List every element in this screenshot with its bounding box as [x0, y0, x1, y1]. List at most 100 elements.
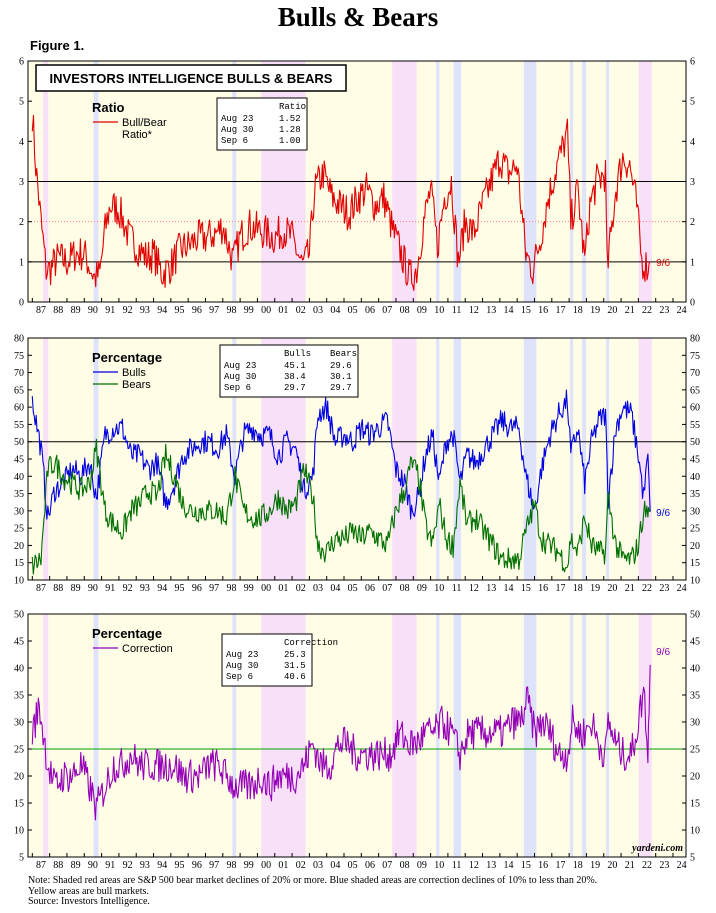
x-tick-label: 89: [71, 583, 81, 594]
value-table-box: [216, 97, 308, 151]
y-tick-label: 5: [690, 853, 695, 864]
footnote: Note: Shaded red areas are S&P 500 bear …: [28, 875, 708, 908]
banner: INVESTORS INTELLIGENCE BULLS & BEARS: [35, 64, 347, 92]
footnote-line: Source: Investors Intelligence.: [28, 896, 150, 907]
x-tick-label: 02: [296, 583, 306, 594]
correction-shade: [93, 338, 99, 580]
table-header: Correction: [284, 638, 338, 648]
y-tick-label: 45: [690, 637, 700, 648]
y-tick-label: 40: [14, 472, 24, 483]
y-tick-label: 55: [690, 420, 700, 431]
x-tick-label: 99: [244, 583, 254, 594]
x-tick-label: 91: [105, 583, 115, 594]
table-cell: 29.6: [330, 361, 352, 371]
x-tick-label: 21: [625, 305, 635, 316]
x-tick-label: 10: [434, 305, 444, 316]
x-tick-label: 93: [140, 305, 150, 316]
x-tick-label: 14: [504, 305, 514, 316]
legend-label: Bull/Bear: [122, 117, 167, 129]
y-tick-label: 10: [14, 576, 24, 587]
page-title: Bulls & Bears: [277, 2, 439, 32]
bear-market-shade: [43, 614, 49, 857]
y-tick-label: 45: [14, 637, 24, 648]
x-tick-label: 00: [261, 305, 271, 316]
x-tick-label: 92: [123, 305, 133, 316]
end-date-label: 9/6: [656, 508, 670, 519]
y-tick-label: 15: [14, 558, 24, 569]
x-tick-label: 03: [313, 305, 323, 316]
x-tick-label: 19: [590, 860, 600, 871]
x-tick-label: 89: [71, 860, 81, 871]
correction-shade: [93, 614, 99, 857]
table-cell: 30.1: [330, 372, 352, 382]
x-tick-label: 23: [659, 583, 669, 594]
x-tick-label: 11: [452, 305, 462, 316]
y-tick-label: 60: [14, 403, 24, 414]
x-tick-label: 90: [88, 583, 98, 594]
correction-shade: [570, 338, 574, 580]
x-tick-label: 01: [278, 305, 288, 316]
y-tick-label: 2: [19, 217, 24, 228]
x-tick-label: 96: [192, 860, 202, 871]
table-cell: 1.52: [279, 114, 301, 124]
x-tick-label: 16: [538, 860, 548, 871]
x-tick-label: 10: [434, 860, 444, 871]
x-tick-label: 10: [434, 583, 444, 594]
y-tick-label: 40: [14, 664, 24, 675]
table-header: Bulls: [284, 349, 311, 359]
y-tick-label: 0: [690, 298, 695, 309]
y-tick-label: 15: [690, 558, 700, 569]
y-tick-label: 20: [14, 541, 24, 552]
x-tick-label: 07: [382, 583, 392, 594]
y-tick-label: 2: [690, 217, 695, 228]
table-cell: 29.7: [284, 383, 306, 393]
y-tick-label: 60: [690, 403, 700, 414]
x-tick-label: 95: [175, 860, 185, 871]
end-date-label: 9/6: [656, 258, 670, 269]
x-tick-label: 94: [157, 305, 167, 316]
x-tick-label: 11: [452, 583, 462, 594]
x-tick-label: 19: [590, 305, 600, 316]
x-tick-label: 06: [365, 305, 375, 316]
x-tick-label: 22: [642, 860, 652, 871]
correction-shade: [606, 338, 610, 580]
x-tick-label: 08: [400, 583, 410, 594]
table-cell: Sep 6: [226, 672, 253, 682]
y-tick-label: 6: [19, 57, 24, 68]
x-tick-label: 92: [123, 860, 133, 871]
x-tick-label: 88: [53, 305, 63, 316]
x-tick-label: 05: [348, 583, 358, 594]
correction-shade: [523, 614, 537, 857]
y-tick-label: 30: [690, 506, 700, 517]
table-cell: Aug 30: [224, 372, 256, 382]
table-cell: 25.3: [284, 650, 306, 660]
x-tick-label: 94: [157, 583, 167, 594]
y-tick-label: 45: [14, 455, 24, 466]
x-tick-label: 13: [486, 305, 496, 316]
x-tick-label: 02: [296, 860, 306, 871]
series-line-bulls: [31, 389, 651, 520]
x-tick-label: 17: [555, 860, 565, 871]
y-tick-label: 3: [690, 177, 695, 188]
x-tick-label: 13: [486, 860, 496, 871]
x-tick-label: 87: [36, 305, 46, 316]
x-tick-label: 02: [296, 305, 306, 316]
x-tick-label: 12: [469, 860, 479, 871]
table-cell: 1.00: [279, 136, 301, 146]
table-header: Ratio: [279, 102, 306, 112]
y-tick-label: 25: [14, 524, 24, 535]
y-tick-label: 35: [14, 691, 24, 702]
value-table: Correction Aug 23 25.3 Aug 30 31.5 Sep 6 40.6: [221, 633, 338, 687]
x-tick-label: 20: [607, 860, 617, 871]
x-tick-label: 22: [642, 305, 652, 316]
x-tick-label: 24: [677, 860, 687, 871]
x-tick-label: 18: [573, 860, 583, 871]
chart-panel-correction: 5 5 10 10 15 15 20 20 25 25 30 30 35 35 40 40 45 45 50 50 87…: [14, 610, 700, 872]
x-tick-label: 09: [417, 583, 427, 594]
y-tick-label: 80: [690, 334, 700, 345]
y-tick-label: 55: [14, 420, 24, 431]
y-tick-label: 50: [690, 610, 700, 621]
x-tick-label: 97: [209, 305, 219, 316]
y-tick-label: 25: [14, 745, 24, 756]
x-tick-label: 96: [192, 305, 202, 316]
